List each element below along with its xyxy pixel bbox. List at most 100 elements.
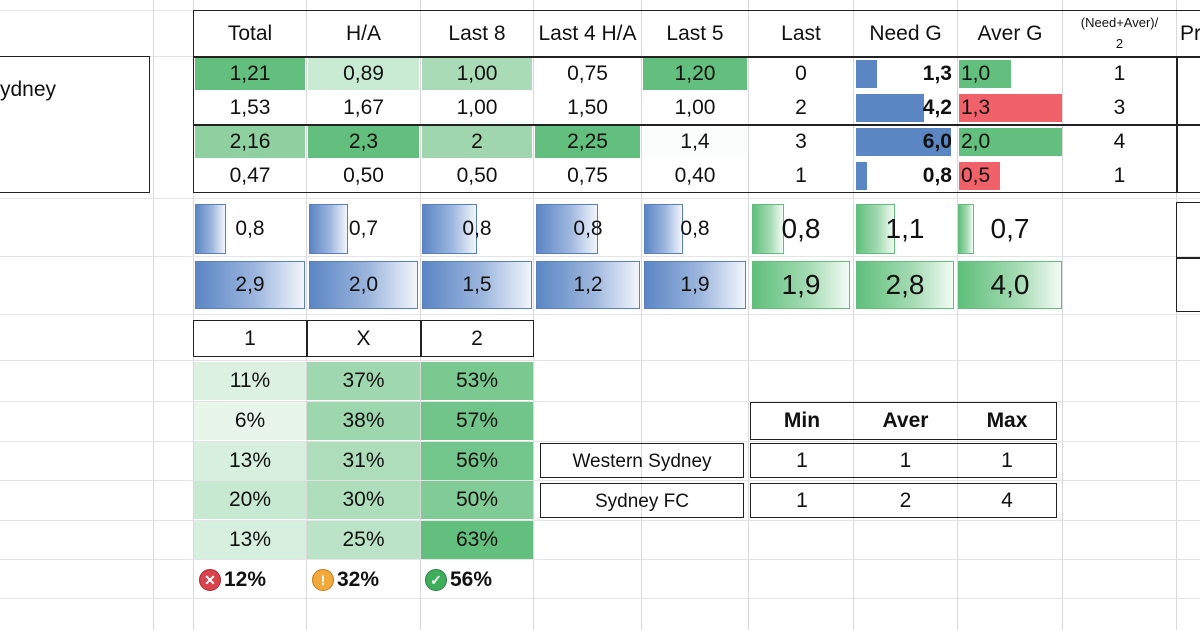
- fill-r2-last4ha: [535, 126, 640, 158]
- outcome-cell: 25%: [342, 528, 385, 551]
- cell-aver-g: 1,3: [961, 96, 991, 119]
- outcome-cell: 13%: [228, 528, 272, 551]
- cell-last5: 1,00: [674, 96, 716, 119]
- warning-icon: !: [312, 569, 334, 591]
- outcome-cell: 63%: [455, 528, 499, 551]
- aver-g-databar: [959, 162, 1000, 190]
- outcome-header-frame: [193, 320, 534, 357]
- cell-na2: 1: [1113, 62, 1126, 85]
- need-g-databar: [856, 128, 951, 156]
- team2-aver: 2: [899, 488, 912, 512]
- outcome-cell-fill: [307, 442, 420, 480]
- databar-value: 0,8: [235, 217, 265, 240]
- databar-value: 0,8: [573, 217, 603, 240]
- team1-name-box: [540, 443, 744, 478]
- header-pr: Pr: [1180, 22, 1200, 45]
- cell-aver-g: 2,0: [961, 130, 991, 153]
- outcome-cell-fill: [421, 521, 533, 559]
- outcome-cell: 53%: [455, 369, 499, 392]
- cell-last: 0: [795, 62, 807, 85]
- cell-last4ha: 1,50: [567, 96, 608, 119]
- aver-g-databar: [959, 128, 1062, 156]
- cell-last: 2: [795, 96, 807, 119]
- header-need-aver-div: 2: [1115, 35, 1124, 51]
- minmax-header-frame: [750, 402, 1057, 440]
- header-last4ha: Last 4 H/A: [538, 22, 637, 45]
- blue-databar: [536, 204, 598, 254]
- outcome-cell: 6%: [234, 409, 266, 432]
- summary-home: 12%: [224, 568, 267, 591]
- blue-databar: [644, 261, 746, 309]
- team1-min: 1: [796, 448, 808, 472]
- outcome-cell-fill: [307, 362, 420, 400]
- blue-databar: [644, 204, 683, 254]
- outcome-cell-fill: [307, 481, 420, 519]
- cell-last5: 1,20: [674, 62, 716, 85]
- outcome-cell: 20%: [228, 488, 272, 511]
- header-last5: Last 5: [666, 22, 724, 45]
- team1-name: Western Sydney: [572, 450, 712, 472]
- header-total: Total: [227, 22, 273, 45]
- outcome-cell: 57%: [455, 409, 499, 432]
- team2-name: Sydney FC: [595, 490, 689, 512]
- fill-r2-ha: [308, 126, 419, 158]
- outcome-cell-fill: [307, 402, 420, 440]
- outcome-cell-fill: [194, 521, 306, 559]
- cell-aver-g: 0,5: [961, 164, 991, 187]
- team1-values-box: [750, 443, 1057, 478]
- cell-total: 0,47: [229, 164, 271, 187]
- stats-table-frame: [193, 10, 1200, 193]
- outcome-cell: 30%: [342, 488, 385, 511]
- header-need-aver: (Need+Aver)/: [1080, 14, 1159, 30]
- blue-databar: [195, 261, 305, 309]
- need-g-databar: [856, 162, 867, 190]
- outcome-cell: 38%: [342, 409, 385, 432]
- outcome-header-away: 2: [471, 326, 483, 350]
- outcome-cell: 50%: [455, 488, 499, 511]
- green-databar: [856, 204, 895, 254]
- fill-r2-last8: [422, 126, 532, 158]
- cell-aver-g: 1,0: [961, 62, 991, 85]
- outcome-cell: 31%: [342, 449, 385, 472]
- outcome-cell-fill: [421, 362, 533, 400]
- fill-r0-ha: [308, 58, 419, 90]
- cell-last4ha: 0,75: [567, 62, 608, 85]
- databar-value: 1,9: [781, 269, 821, 300]
- cell-need-g: 1,3: [922, 62, 952, 85]
- green-databar: [752, 261, 850, 309]
- databar-value: 0,8: [781, 213, 821, 244]
- outcome-cell-fill: [421, 442, 533, 480]
- team-name-box: [0, 56, 150, 193]
- cell-need-g: 0,8: [922, 164, 952, 187]
- cell-total: 1,21: [229, 62, 271, 85]
- outcome-cell: 56%: [455, 449, 499, 472]
- cell-last8: 0,50: [456, 164, 498, 187]
- cell-total: 2,16: [229, 130, 271, 153]
- blue-databar: [309, 204, 348, 254]
- team1-max: 1: [1001, 448, 1013, 472]
- outcome-cell-fill: [194, 442, 306, 480]
- databar-value: 2,9: [235, 273, 265, 296]
- minmax-header-aver: Aver: [882, 409, 929, 432]
- header-aver-g: Aver G: [977, 22, 1043, 45]
- fill-r2-total: [195, 126, 305, 158]
- databar-value: 0,8: [680, 217, 710, 240]
- cell-ha: 0,50: [343, 164, 384, 187]
- outcome-cell-fill: [307, 521, 420, 559]
- outcome-cell: 13%: [228, 449, 272, 472]
- check-icon: ✓: [425, 569, 447, 591]
- green-databar: [856, 261, 954, 309]
- aver-g-databar: [959, 94, 1062, 122]
- cell-ha: 1,67: [343, 96, 384, 119]
- databar-value: 0,7: [348, 217, 379, 240]
- team2-max: 4: [1001, 488, 1013, 512]
- team-name-label: ydney: [0, 78, 57, 101]
- outcome-cell-fill: [194, 362, 306, 400]
- team2-min: 1: [796, 488, 808, 512]
- fill-r0-last5: [643, 58, 747, 90]
- blue-databar: [422, 261, 532, 309]
- fill-r0-last8: [422, 58, 532, 90]
- cell-last4ha: 2,25: [567, 130, 608, 153]
- databar-value: 2,0: [348, 273, 379, 296]
- cell-need-g: 4,2: [922, 96, 952, 119]
